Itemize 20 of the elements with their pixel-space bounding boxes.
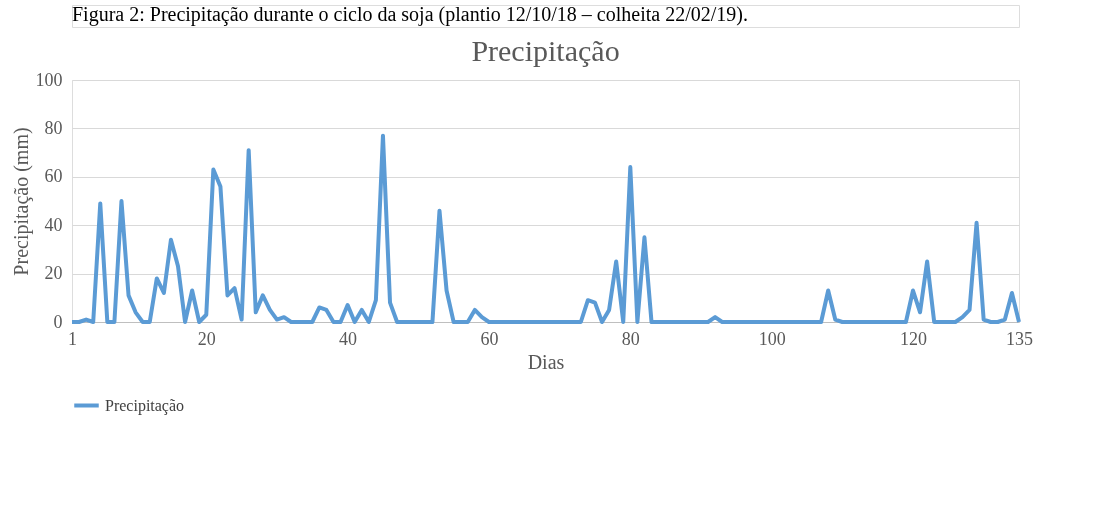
x-tick-label: 40 — [339, 328, 358, 349]
y-tick-label: 40 — [44, 214, 63, 235]
x-tick-label: 120 — [899, 328, 927, 349]
y-tick-label: 60 — [44, 166, 63, 187]
line-series — [70, 133, 1021, 324]
legend-label: Precipitação — [105, 396, 185, 415]
x-axis-title: Dias — [527, 350, 565, 373]
y-tick-label: 20 — [44, 263, 63, 284]
chart-title: Precipitação — [471, 34, 620, 67]
x-tick-label: 135 — [1006, 328, 1033, 349]
y-axis-title: Precipitação (mm) — [9, 127, 33, 276]
x-tick-label: 80 — [621, 328, 640, 349]
x-tick-label: 20 — [197, 328, 216, 349]
x-tick-label: 1 — [68, 328, 77, 349]
y-tick-label: 80 — [44, 117, 63, 138]
x-tick-label: 100 — [758, 328, 786, 349]
y-tick-label: 100 — [35, 69, 63, 90]
x-tick-label: 60 — [480, 328, 499, 349]
text: Figura 2: Precipitação durante o ciclo da soja (plantio 12/10/18 – colheita 22/02/19). — [72, 3, 748, 26]
y-tick-label: 0 — [53, 311, 63, 332]
